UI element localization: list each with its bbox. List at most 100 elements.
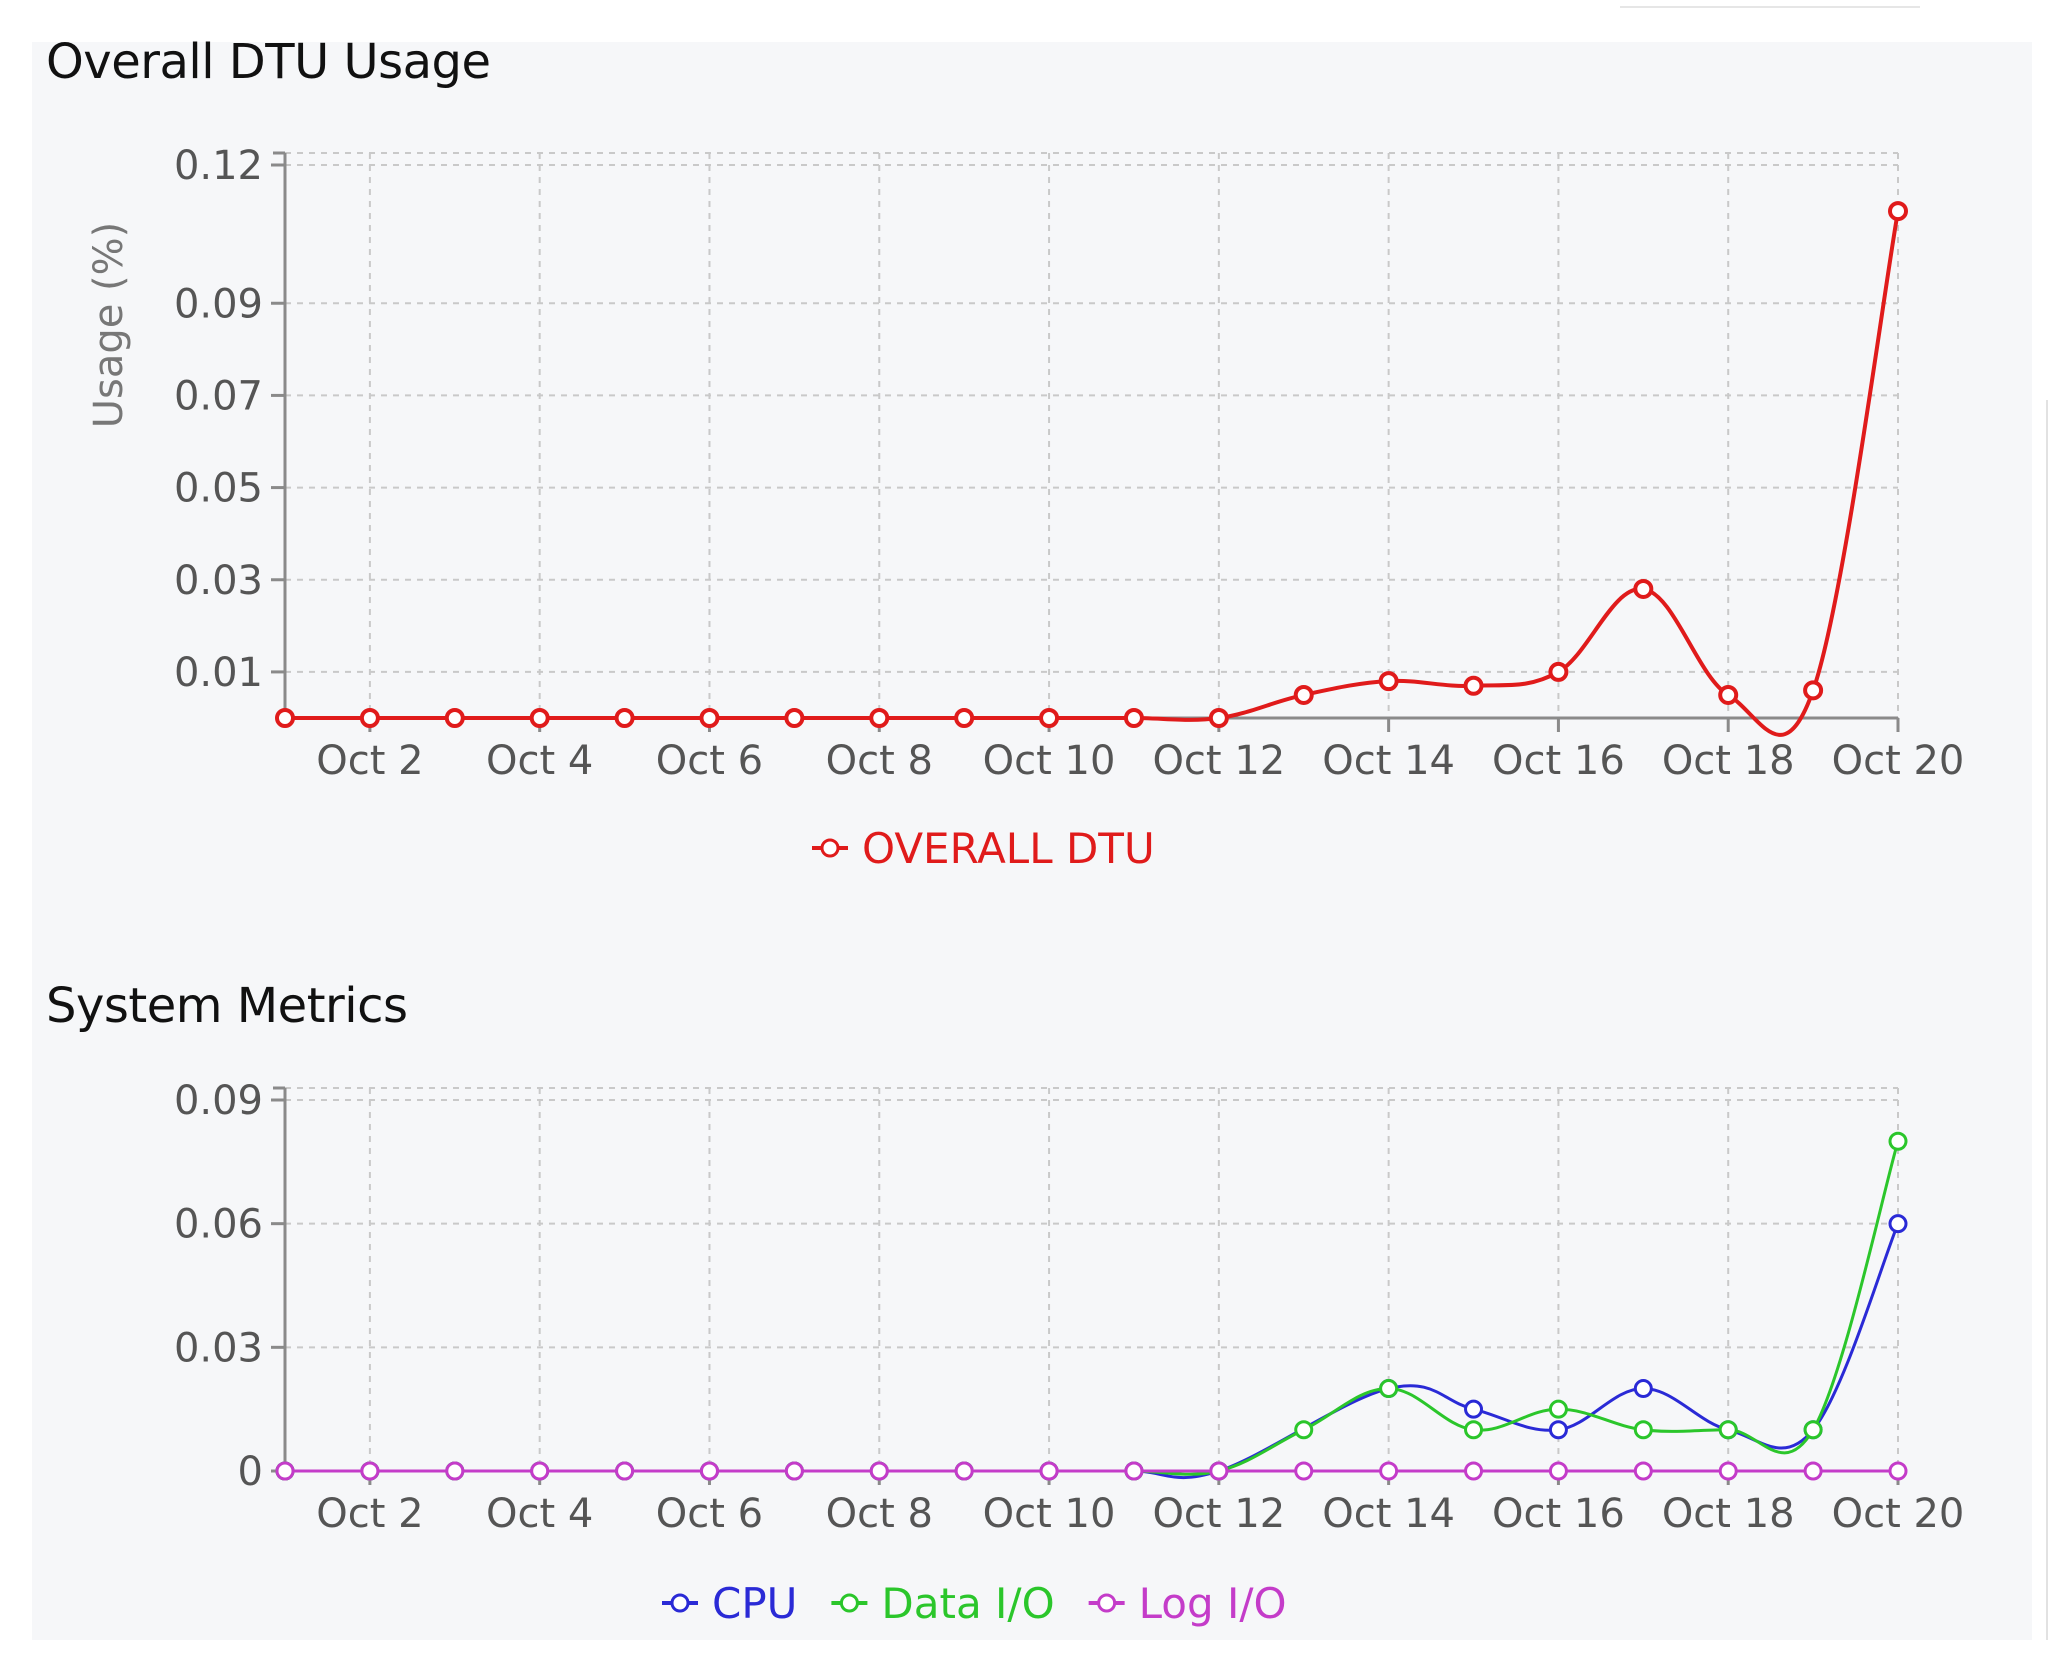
sys-point	[1124, 1461, 1144, 1481]
sys-point	[784, 1461, 804, 1481]
sys-point	[1718, 1420, 1738, 1440]
dtu-point	[1803, 680, 1824, 701]
sys-point	[1888, 1131, 1908, 1151]
dtu-point	[1208, 708, 1229, 728]
sys-legend-item: Log I/O	[1088, 1579, 1287, 1628]
sys-y-tick-label: 0	[238, 1449, 263, 1495]
dtu-x-tick-label: Oct 8	[826, 738, 933, 784]
dtu-x-tick-label: Oct 2	[316, 738, 423, 784]
dashboard-panel	[32, 42, 2032, 1640]
dtu-point	[359, 708, 380, 728]
sys-y-tick-label: 0.03	[174, 1325, 263, 1371]
dtu-series-0	[275, 201, 1908, 737]
dtu-point	[954, 708, 975, 728]
scrollbar-edge	[2046, 400, 2048, 1640]
sys-point	[869, 1461, 889, 1481]
dtu-point	[1463, 675, 1484, 696]
sys-x-tick-label: Oct 14	[1322, 1491, 1455, 1537]
sys-point	[445, 1461, 465, 1481]
sys-y-tick-label: 0.09	[174, 1078, 263, 1124]
sys-point	[1294, 1420, 1314, 1440]
sys-legend-marker	[839, 1593, 859, 1613]
dtu-x-tick-label: Oct 10	[983, 738, 1116, 784]
dtu-point	[784, 708, 805, 728]
sys-point	[1464, 1461, 1484, 1481]
dtu-point	[1293, 684, 1314, 705]
sys-legend-marker	[670, 1593, 690, 1613]
sys-point	[699, 1461, 719, 1481]
dtu-y-tick-label: 0.09	[174, 281, 263, 327]
sys-point	[1633, 1461, 1653, 1481]
sys-point	[954, 1461, 974, 1481]
dtu-point	[1548, 661, 1569, 682]
sys-series-2	[275, 1461, 1908, 1481]
dtu-x-tick-label: Oct 12	[1152, 738, 1285, 784]
sys-x-tick-label: Oct 18	[1662, 1491, 1795, 1537]
sys-point	[530, 1461, 550, 1481]
dtu-point	[614, 708, 635, 728]
sys-x-tick-label: Oct 16	[1492, 1491, 1625, 1537]
dtu-legend-item: OVERALL DTU	[812, 824, 1155, 873]
dtu-point	[1888, 201, 1908, 222]
sys-point	[1633, 1420, 1653, 1440]
sys-point	[1379, 1461, 1399, 1481]
sys-point	[1548, 1399, 1568, 1419]
sys-point	[1464, 1420, 1484, 1440]
sys-point	[1718, 1461, 1738, 1481]
sys-x-tick-label: Oct 10	[983, 1491, 1116, 1537]
dtu-y-tick-label: 0.01	[174, 650, 263, 696]
sys-x-tick-label: Oct 6	[656, 1491, 763, 1537]
sys-point	[360, 1461, 380, 1481]
sys-y-tick-label: 0.06	[174, 1202, 263, 1248]
sys-point	[615, 1461, 635, 1481]
sys-point	[1039, 1461, 1059, 1481]
sys-x-tick-label: Oct 8	[826, 1491, 933, 1537]
dtu-x-tick-label: Oct 16	[1492, 738, 1625, 784]
chart-title-overall-dtu: Overall DTU Usage	[46, 34, 491, 90]
dtu-point	[1633, 578, 1654, 599]
dtu-point	[1039, 708, 1060, 728]
top-edge-divider	[1620, 6, 1920, 14]
dtu-point	[1123, 708, 1144, 728]
sys-series-line	[284, 1223, 1900, 1480]
dtu-point	[1718, 684, 1739, 705]
dtu-legend-label: OVERALL DTU	[862, 824, 1155, 873]
sys-legend-label: CPU	[712, 1579, 797, 1628]
overall-dtu-chart: 0.12 0.09 0.07 0.05 0.03 0.01 Oct 2 Oct 4 Oct 6 O…	[86, 143, 1965, 873]
sys-point	[1294, 1461, 1314, 1481]
dtu-x-tick-label: Oct 4	[486, 738, 593, 784]
dtu-x-tick-label: Oct 6	[656, 738, 763, 784]
dtu-point	[444, 708, 465, 728]
sys-x-tick-label: Oct 4	[486, 1491, 593, 1537]
sys-x-tick-label: Oct 12	[1152, 1491, 1285, 1537]
dtu-x-tick-label: Oct 14	[1322, 738, 1455, 784]
sys-point	[1464, 1399, 1484, 1419]
sys-point	[1888, 1214, 1908, 1234]
sys-legend-item: Data I/O	[831, 1579, 1055, 1628]
dtu-x-tick-label: Oct 20	[1832, 738, 1965, 784]
dtu-legend-marker	[820, 838, 840, 858]
sys-point	[1888, 1461, 1908, 1481]
sys-x-tick-label: Oct 2	[316, 1491, 423, 1537]
sys-point	[1548, 1461, 1568, 1481]
dtu-x-tick-label: Oct 18	[1662, 738, 1795, 784]
dtu-point	[1378, 671, 1399, 692]
dtu-y-tick-label: 0.05	[174, 466, 263, 512]
chart-title-system-metrics: System Metrics	[46, 978, 408, 1034]
dtu-y-tick-label: 0.03	[174, 558, 263, 604]
sys-point	[1379, 1379, 1399, 1399]
sys-point	[1803, 1420, 1823, 1440]
dtu-point	[275, 708, 295, 728]
sys-legend-label: Log I/O	[1139, 1579, 1287, 1628]
dtu-point	[869, 708, 890, 728]
sys-point	[1209, 1461, 1229, 1481]
dtu-point	[699, 708, 720, 728]
sys-series-1	[275, 1131, 1908, 1481]
sys-point	[275, 1461, 295, 1481]
sys-legend-item: CPU	[662, 1579, 797, 1628]
sys-legend-marker	[1097, 1593, 1117, 1613]
sys-point	[1803, 1461, 1823, 1481]
sys-x-tick-label: Oct 20	[1832, 1491, 1965, 1537]
sys-series-line	[284, 1140, 1900, 1476]
